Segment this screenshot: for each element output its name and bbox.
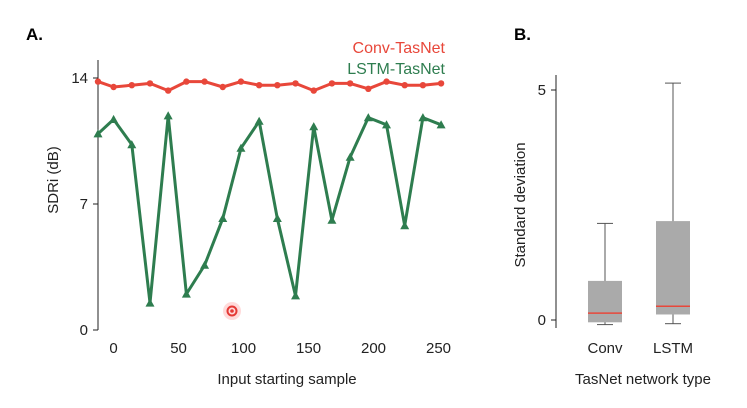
data-point: [401, 82, 408, 89]
panel-a-y-tick-label: 14: [71, 70, 88, 87]
legend-lstm-tasnet: LSTM-TasNet: [347, 61, 445, 78]
box-iqr: [656, 221, 690, 315]
data-point: [219, 83, 226, 91]
data-point: [236, 143, 246, 152]
panel-a-series: [93, 78, 446, 307]
panel-b-boxes: [588, 82, 690, 326]
panel-a-y-tick-label: 7: [80, 196, 88, 213]
data-point: [183, 78, 190, 85]
data-point: [128, 82, 135, 89]
panel-a-x-ticks: 0 50 100 150 200 250: [109, 340, 451, 357]
data-point: [94, 78, 102, 85]
box-conv: [588, 222, 622, 326]
panel-b-y-tick-label: 0: [538, 312, 546, 329]
panel-b-x-tick-label: LSTM: [653, 340, 693, 357]
data-point: [400, 221, 410, 230]
data-point: [309, 122, 319, 131]
data-point: [164, 87, 172, 94]
data-point: [272, 213, 282, 222]
data-point: [274, 82, 281, 89]
panel-a: A. 0 7 14 SDRi (dB) 0 50 100 150 200 250 Input …: [26, 25, 451, 388]
data-point: [363, 113, 373, 122]
panel-a-y-ticks: 0 7 14: [71, 70, 98, 339]
data-point: [345, 152, 355, 161]
panel-a-x-axis-label: Input starting sample: [217, 371, 356, 388]
panel-b-y-axis-label: Standard deviation: [512, 142, 529, 267]
panel-b-x-tick-label: Conv: [587, 340, 623, 357]
data-point: [145, 298, 155, 307]
data-point: [93, 129, 103, 138]
legend-conv-tasnet: Conv-TasNet: [353, 40, 446, 57]
data-point: [418, 113, 428, 122]
box-lstm: [656, 82, 690, 325]
panel-a-x-tick-label: 150: [296, 340, 321, 357]
data-point: [382, 120, 392, 129]
panel-b-x-ticks: Conv LSTM: [587, 340, 693, 357]
data-point: [146, 80, 154, 87]
panel-a-label: A.: [26, 25, 43, 44]
data-point: [200, 260, 210, 269]
data-point: [201, 78, 208, 85]
data-point: [255, 82, 263, 89]
data-point: [237, 78, 245, 85]
series-lstm-tasnet: [93, 111, 446, 307]
data-point: [163, 111, 173, 120]
data-point: [383, 78, 390, 85]
data-point: [181, 289, 191, 298]
panel-a-x-tick-label: 50: [170, 340, 187, 357]
data-point: [254, 116, 264, 125]
series-line: [96, 114, 442, 305]
data-point: [218, 213, 228, 222]
data-point: [328, 80, 336, 87]
data-point: [327, 215, 337, 224]
panel-b-x-axis-label: TasNet network type: [575, 371, 711, 388]
series-conv-tasnet: [94, 78, 445, 94]
panel-b-y-ticks: 05: [538, 82, 556, 329]
panel-b-label: B.: [514, 25, 531, 44]
data-point: [436, 120, 446, 129]
mouse-cursor-marker: [223, 302, 241, 320]
box-iqr: [588, 280, 622, 323]
panel-b-y-tick-label: 5: [538, 82, 546, 99]
data-point: [365, 85, 372, 93]
panel-a-x-tick-label: 250: [426, 340, 451, 357]
panel-a-x-tick-label: 200: [361, 340, 386, 357]
data-point: [437, 80, 445, 87]
panel-a-y-axis-label: SDRi (dB): [45, 146, 62, 214]
panel-b: B. 05 Standard deviation Conv LSTM TasNet…: [512, 25, 711, 388]
data-point: [291, 291, 301, 300]
panel-a-x-tick-label: 0: [109, 340, 117, 357]
data-point: [109, 114, 119, 123]
data-point: [346, 80, 354, 87]
data-point: [310, 87, 317, 94]
panel-a-x-tick-label: 100: [231, 340, 256, 357]
series-line: [97, 80, 442, 93]
data-point: [127, 140, 137, 149]
data-point: [419, 82, 427, 89]
data-point: [110, 83, 117, 91]
panel-a-y-tick-label: 0: [80, 322, 88, 339]
data-point: [292, 80, 299, 87]
